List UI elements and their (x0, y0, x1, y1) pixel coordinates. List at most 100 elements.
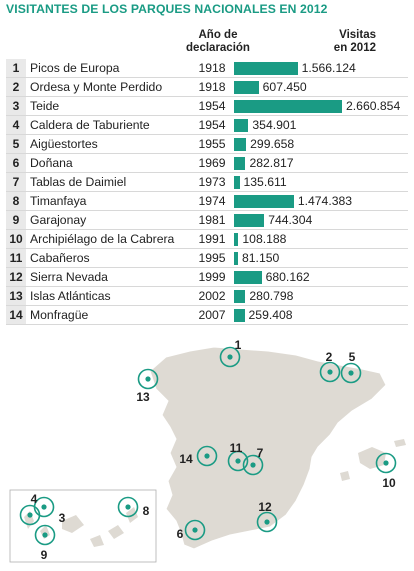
park-marker-label: 10 (382, 476, 396, 490)
visits-label: 1.474.383 (297, 194, 353, 208)
park-name: Tablas de Daimiel (30, 175, 127, 189)
canary-inset-frame (9, 489, 157, 563)
park-marker-label: 3 (59, 511, 66, 525)
park-name: Cabañeros (30, 251, 90, 265)
row-number: 5 (6, 135, 26, 153)
visits-label: 135.611 (243, 175, 287, 189)
visits-bar (234, 62, 298, 75)
row-number: 2 (6, 78, 26, 96)
visits-bar (234, 138, 247, 151)
park-marker-ring (219, 346, 241, 368)
declaration-year: 1981 (198, 213, 226, 227)
visits-bar (234, 252, 238, 265)
visits-label: 299.658 (250, 137, 295, 151)
park-marker-dot (383, 460, 389, 466)
park-marker-ring (340, 362, 362, 384)
visits-label: 354.901 (252, 118, 297, 132)
park-marker-ring (242, 454, 264, 476)
park-marker-dot (235, 458, 241, 464)
park-name: Monfragüe (30, 308, 89, 322)
declaration-year: 2007 (198, 308, 226, 322)
park-name: Garajonay (30, 213, 87, 227)
row-number: 10 (6, 230, 26, 248)
visits-bar (234, 176, 240, 189)
table-row: 6 Doñana 1969 282.817 (6, 154, 408, 173)
row-number: 7 (6, 173, 26, 191)
table-row: 8 Timanfaya 1974 1.474.383 (6, 192, 408, 211)
parks-table: 1 Picos de Europa 1918 1.566.124 2 Ordesa y M… (6, 59, 408, 325)
visits-bar (234, 290, 246, 303)
park-name: Doñana (30, 156, 73, 170)
park-marker-ring (137, 368, 159, 390)
peninsula-shape (149, 346, 387, 550)
visits-label: 259.408 (248, 308, 293, 322)
table-row: 14 Monfragüe 2007 259.408 (6, 306, 408, 325)
park-marker-dot (327, 369, 333, 375)
chart-title: VISITANTES DE LOS PARQUES NACIONALES EN … (6, 2, 328, 16)
row-number: 13 (6, 287, 26, 305)
visits-bar (234, 81, 259, 94)
row-number: 3 (6, 97, 26, 115)
row-number: 1 (6, 59, 26, 77)
visits-label: 744.304 (268, 213, 313, 227)
park-marker-dot (42, 532, 48, 538)
declaration-year: 1955 (198, 137, 226, 151)
visits-bar (234, 119, 249, 132)
park-name: Islas Atlánticas (30, 289, 111, 303)
visits-bar (234, 100, 342, 113)
park-marker-ring (319, 361, 341, 383)
table-row: 10 Archipiélago de la Cabrera 1991 108.188 (6, 230, 408, 249)
visits-label: 2.660.854 (346, 99, 401, 113)
table-row: 9 Garajonay 1981 744.304 (6, 211, 408, 230)
park-marker-dot (192, 527, 198, 533)
park-marker-dot (264, 519, 270, 525)
park-marker-dot (41, 504, 47, 510)
park-marker-dot (227, 354, 233, 360)
park-marker-label: 9 (41, 548, 48, 562)
declaration-year: 1974 (198, 194, 226, 208)
declaration-year: 1954 (198, 118, 226, 132)
park-marker-label: 5 (349, 350, 356, 364)
park-marker-dot (145, 376, 151, 382)
park-name: Archipiélago de la Cabrera (30, 232, 175, 246)
table-row: 2 Ordesa y Monte Perdido 1918 607.450 (6, 78, 408, 97)
park-name: Ordesa y Monte Perdido (30, 80, 163, 94)
table-row: 4 Caldera de Taburiente 1954 354.901 (6, 116, 408, 135)
park-marker-dot (27, 512, 33, 518)
row-number: 8 (6, 192, 26, 210)
park-marker-label: 12 (258, 500, 272, 514)
visits-label: 680.162 (265, 270, 310, 284)
visits-header-line2: en 2012 (333, 42, 376, 54)
balearic-menorca (394, 439, 406, 447)
visits-bar (234, 214, 265, 227)
visits-label: 81.150 (242, 251, 280, 265)
park-marker-ring (196, 445, 218, 467)
declaration-year: 1991 (198, 232, 226, 246)
park-marker-dot (125, 504, 131, 510)
park-marker-label: 6 (177, 527, 184, 541)
visits-column-header: Visitas en 2012 (296, 29, 376, 55)
park-marker-ring (19, 504, 41, 526)
table-row: 13 Islas Atlánticas 2002 280.798 (6, 287, 408, 306)
visits-label: 607.450 (262, 80, 307, 94)
declaration-year: 1969 (198, 156, 226, 170)
declaration-year: 1999 (198, 270, 226, 284)
park-marker-label: 4 (31, 492, 38, 506)
declaration-year: 1918 (198, 61, 226, 75)
park-marker-label: 1 (235, 338, 242, 352)
park-marker-ring (227, 450, 249, 472)
declaration-year: 1995 (198, 251, 226, 265)
canary-islands (24, 507, 138, 547)
declaration-year: 2002 (198, 289, 226, 303)
row-number: 9 (6, 211, 26, 229)
park-name: Aigüestortes (30, 137, 98, 151)
park-name: Picos de Europa (30, 61, 120, 75)
park-marker-ring (375, 452, 397, 474)
declaration-year: 1918 (198, 80, 226, 94)
park-marker-ring (34, 524, 56, 546)
table-row: 1 Picos de Europa 1918 1.566.124 (6, 59, 408, 78)
declaration-year: 1973 (198, 175, 226, 189)
visits-label: 108.188 (242, 232, 287, 246)
visits-bar (234, 233, 239, 246)
